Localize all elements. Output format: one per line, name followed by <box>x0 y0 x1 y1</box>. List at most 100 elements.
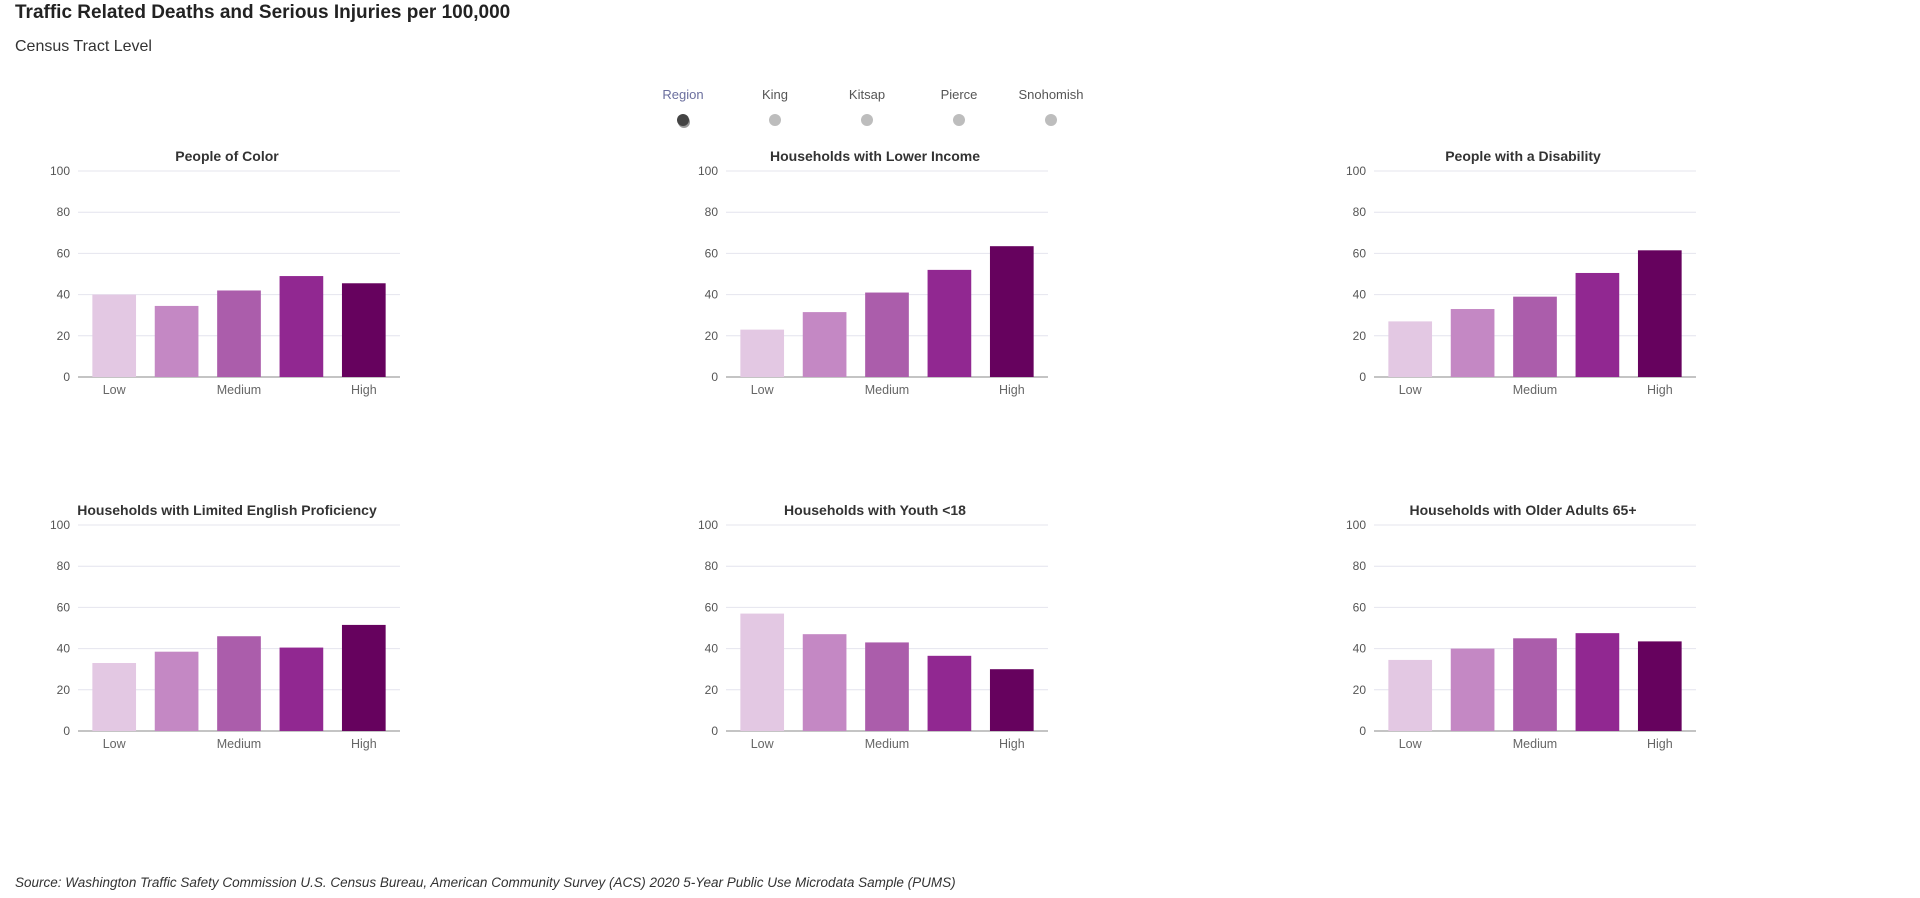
chart-title: Households with Lower Income <box>770 148 980 164</box>
chart-people-of-color: People of Color 0 20 40 60 80 100 Low Medium High <box>15 145 475 405</box>
y-tick-label: 20 <box>57 329 71 343</box>
bar <box>865 292 909 377</box>
radio-dot-icon[interactable] <box>953 114 965 126</box>
chart-svg: Households with Limited English Proficie… <box>50 502 400 751</box>
x-tick-label: Low <box>751 383 775 397</box>
chart-limited-english: Households with Limited English Proficie… <box>15 499 475 759</box>
chart-svg: People with a Disability 0 20 40 60 80 100 Low M… <box>1346 148 1696 397</box>
y-tick-label: 80 <box>705 559 719 573</box>
bar <box>279 647 324 731</box>
x-tick-label: High <box>1647 383 1673 397</box>
y-tick-label: 40 <box>1353 288 1367 302</box>
radio-dot-icon[interactable] <box>677 114 689 126</box>
chart-title: Households with Youth <18 <box>784 502 966 518</box>
radio-dot-icon[interactable] <box>769 114 781 126</box>
y-tick-label: 60 <box>1353 600 1367 614</box>
chart-svg: Households with Older Adults 65+ 0 20 40 60 8… <box>1346 502 1696 751</box>
region-option-kitsap[interactable]: Kitsap <box>817 86 917 126</box>
bar <box>1450 648 1495 731</box>
y-tick-label: 60 <box>57 246 71 260</box>
chart-svg: People of Color 0 20 40 60 80 100 Low Medium High <box>50 148 400 397</box>
bar <box>1575 272 1620 377</box>
y-tick-label: 20 <box>705 329 719 343</box>
region-option-snohomish[interactable]: Snohomish <box>1001 86 1101 126</box>
chart-svg: Households with Lower Income 0 20 40 60 80 100… <box>698 148 1048 397</box>
bar <box>740 329 785 377</box>
bar <box>1513 638 1557 731</box>
region-option-label: King <box>761 87 789 102</box>
y-tick-label: 40 <box>1353 642 1367 656</box>
y-tick-label: 20 <box>1353 329 1367 343</box>
bar <box>927 269 972 377</box>
bar <box>92 294 137 377</box>
bar <box>802 634 847 731</box>
region-option-king[interactable]: King <box>725 86 825 126</box>
region-filter: Region King Kitsap Pierce Snohomish <box>645 86 1100 136</box>
y-tick-label: 60 <box>57 600 71 614</box>
y-tick-label: 100 <box>698 164 718 178</box>
y-tick-label: 100 <box>50 164 70 178</box>
y-tick-label: 80 <box>57 559 71 573</box>
bar <box>217 636 261 731</box>
bar <box>802 312 847 377</box>
x-tick-label: Low <box>1399 383 1423 397</box>
chart-svg: Households with Youth <18 0 20 40 60 80 100 Low… <box>698 502 1048 751</box>
chart-people-with-disability: People with a Disability 0 20 40 60 80 100 Low M… <box>1311 145 1771 405</box>
bar <box>279 276 324 377</box>
y-tick-label: 0 <box>711 724 718 738</box>
y-tick-label: 0 <box>711 370 718 384</box>
y-tick-label: 0 <box>63 370 70 384</box>
radio-dot-icon[interactable] <box>861 114 873 126</box>
chart-households-lower-income: Households with Lower Income 0 20 40 60 80 100… <box>663 145 1123 405</box>
region-option-label: Pierce <box>940 87 978 102</box>
bar <box>154 305 199 377</box>
bar <box>1388 659 1433 731</box>
bar <box>1637 250 1682 377</box>
y-tick-label: 80 <box>1353 205 1367 219</box>
y-tick-label: 80 <box>705 205 719 219</box>
y-tick-label: 60 <box>705 246 719 260</box>
bar <box>154 651 199 731</box>
page-subtitle: Census Tract Level <box>15 38 152 55</box>
radio-dot-icon[interactable] <box>1045 114 1057 126</box>
x-tick-label: High <box>351 737 377 751</box>
x-tick-label: High <box>1647 737 1673 751</box>
chart-households-youth: Households with Youth <18 0 20 40 60 80 100 Low… <box>663 499 1123 759</box>
x-tick-label: Low <box>751 737 775 751</box>
y-tick-label: 80 <box>57 205 71 219</box>
x-tick-label: Medium <box>865 737 909 751</box>
chart-title: Households with Limited English Proficie… <box>77 502 377 518</box>
y-tick-label: 100 <box>1346 518 1366 532</box>
bar <box>217 290 261 377</box>
y-tick-label: 40 <box>57 288 71 302</box>
bar <box>865 642 909 731</box>
y-tick-label: 100 <box>50 518 70 532</box>
bar <box>927 655 972 731</box>
bar <box>1388 321 1433 377</box>
y-tick-label: 40 <box>57 642 71 656</box>
x-tick-label: Low <box>1399 737 1423 751</box>
bar <box>341 624 386 731</box>
bar <box>1575 633 1620 731</box>
y-tick-label: 80 <box>1353 559 1367 573</box>
bar <box>1637 641 1682 731</box>
x-tick-label: Medium <box>1513 383 1557 397</box>
x-tick-label: High <box>999 737 1025 751</box>
bar <box>341 283 386 377</box>
x-tick-label: Medium <box>865 383 909 397</box>
x-tick-label: Low <box>103 383 127 397</box>
y-tick-label: 20 <box>705 683 719 697</box>
x-tick-label: Medium <box>217 737 261 751</box>
region-option-region[interactable]: Region <box>633 86 733 126</box>
chart-older-adults: Households with Older Adults 65+ 0 20 40 60 8… <box>1311 499 1771 759</box>
x-tick-label: Low <box>103 737 127 751</box>
y-tick-label: 20 <box>1353 683 1367 697</box>
y-tick-label: 60 <box>1353 246 1367 260</box>
region-option-pierce[interactable]: Pierce <box>909 86 1009 126</box>
x-tick-label: High <box>999 383 1025 397</box>
y-tick-label: 0 <box>1359 724 1366 738</box>
x-tick-label: High <box>351 383 377 397</box>
bar <box>1450 309 1495 377</box>
x-tick-label: Medium <box>217 383 261 397</box>
y-tick-label: 100 <box>698 518 718 532</box>
